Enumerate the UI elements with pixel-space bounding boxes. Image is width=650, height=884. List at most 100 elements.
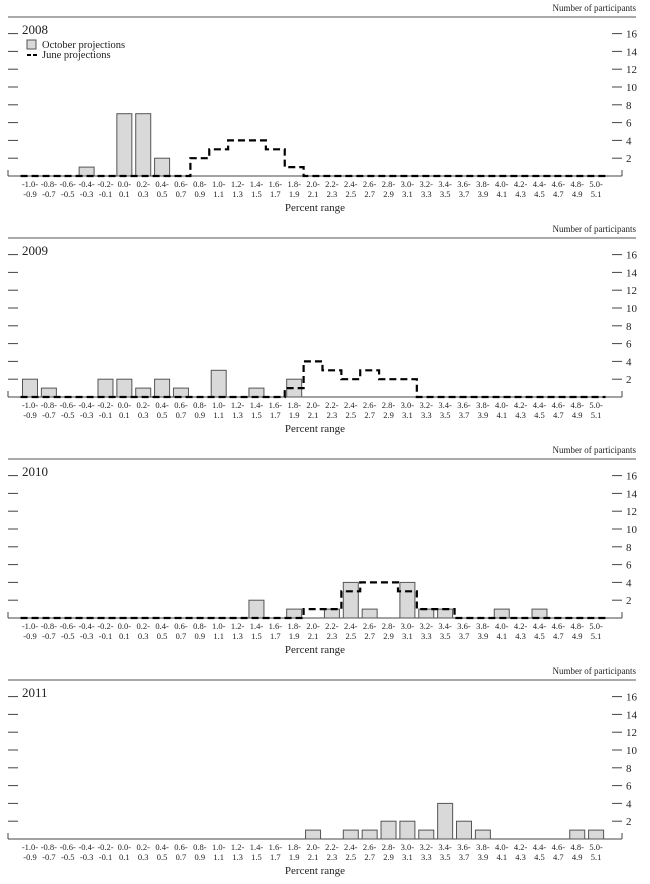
x-tick-label-line1: 1.8- <box>287 621 301 631</box>
x-tick-label-line2: 0.1 <box>119 852 130 862</box>
x-tick-label-line2: 3.5 <box>440 189 451 199</box>
x-tick-label-line1: -0.6- <box>60 400 76 410</box>
chart-panel-2008: Number of participants2008246810121416-1… <box>0 0 650 221</box>
x-tick-label-line1: 4.2- <box>514 400 528 410</box>
bar-3.4-3.5 <box>438 609 453 618</box>
x-tick-label-line2: 4.1 <box>496 410 507 420</box>
x-tick-label-line2: 0.5 <box>157 852 168 862</box>
x-tick-label: 2.8-2.9 <box>382 842 396 862</box>
x-tick-label: -0.4--0.3 <box>78 842 94 862</box>
x-tick-label: 2.4-2.5 <box>344 842 358 862</box>
bar-3.2-3.3 <box>419 609 434 618</box>
x-tick-label-line2: 1.1 <box>213 189 224 199</box>
x-tick-label-line2: 0.7 <box>176 189 187 199</box>
panel-title: 2008 <box>22 22 48 37</box>
x-tick-label-line1: 2.2- <box>325 621 339 631</box>
x-tick-label: 1.8-1.9 <box>287 179 301 199</box>
y-tick-label: 12 <box>626 727 637 739</box>
x-tick-label-line1: 0.4- <box>155 400 169 410</box>
x-tick-label: -0.4--0.3 <box>78 179 94 199</box>
x-tick-label-line2: 0.7 <box>176 852 187 862</box>
x-tick-label: 1.6-1.7 <box>269 179 283 199</box>
x-tick-label-line2: 3.7 <box>459 852 470 862</box>
x-tick-label: 3.8-3.9 <box>476 842 490 862</box>
bar-2.0-2.1 <box>306 830 321 839</box>
bar-2.2-2.3 <box>324 609 339 618</box>
x-tick-label-line2: 4.1 <box>496 189 507 199</box>
bar-3.0-3.1 <box>400 821 415 839</box>
x-tick-label: 0.4-0.5 <box>155 621 169 641</box>
x-tick-label-line2: 2.3 <box>327 852 338 862</box>
x-tick-label: -0.4--0.3 <box>78 621 94 641</box>
x-tick-label-line1: 1.4- <box>250 400 264 410</box>
x-tick-label-line2: 4.9 <box>572 852 583 862</box>
x-axis-label: Percent range <box>285 202 345 214</box>
x-tick-label-line2: 2.7 <box>364 852 375 862</box>
x-tick-label: 2.2-2.3 <box>325 621 339 641</box>
x-tick-label-line1: 0.2- <box>136 842 150 852</box>
bar-3.6-3.7 <box>457 821 472 839</box>
y-tick-label: 8 <box>626 763 632 775</box>
x-tick-label-line2: -0.5 <box>61 631 74 641</box>
x-tick-label: 5.0-5.1 <box>589 621 603 641</box>
x-tick-label: 2.8-2.9 <box>382 621 396 641</box>
x-tick-label-line2: 0.5 <box>157 189 168 199</box>
x-tick-label-line2: 4.7 <box>553 852 564 862</box>
panel-title: 2010 <box>22 464 48 479</box>
x-tick-label-line1: 2.2- <box>325 179 339 189</box>
x-tick-label: -0.2--0.1 <box>97 842 113 862</box>
x-tick-label: 2.0-2.1 <box>306 842 320 862</box>
x-tick-label: 3.6-3.7 <box>457 400 471 420</box>
x-tick-label: 5.0-5.1 <box>589 842 603 862</box>
x-tick-label: 0.0-0.1 <box>118 179 132 199</box>
x-tick-label-line2: 1.1 <box>213 631 224 641</box>
x-tick-label-line2: 3.3 <box>421 631 432 641</box>
x-tick-label: 0.4-0.5 <box>155 842 169 862</box>
x-tick-label-line2: -0.5 <box>61 410 74 420</box>
x-tick-label: 2.2-2.3 <box>325 179 339 199</box>
x-tick-label-line2: 0.3 <box>138 852 149 862</box>
x-tick-label-line2: 0.5 <box>157 631 168 641</box>
x-tick-label-line1: 0.4- <box>155 842 169 852</box>
x-tick-label-line1: 4.8- <box>570 179 584 189</box>
bar-2.8-2.9 <box>381 821 396 839</box>
x-tick-label: 0.8-0.9 <box>193 400 207 420</box>
y-tick-label: 2 <box>626 153 632 165</box>
x-tick-label-line2: 2.1 <box>308 631 319 641</box>
x-tick-label-line2: 1.1 <box>213 410 224 420</box>
x-tick-label-line1: 2.4- <box>344 621 358 631</box>
x-tick-label-line1: 4.2- <box>514 621 528 631</box>
x-tick-label-line1: -1.0- <box>22 179 38 189</box>
x-tick-label-line2: -0.3 <box>80 852 93 862</box>
x-tick-label: 3.4-3.5 <box>438 400 452 420</box>
x-tick-label-line1: 3.0- <box>401 842 415 852</box>
x-tick-label: -1.0--0.9 <box>22 842 38 862</box>
bar-0.4-0.5 <box>155 379 170 397</box>
x-tick-label: 4.4-4.5 <box>533 842 547 862</box>
x-tick-label-line1: -0.4- <box>78 179 94 189</box>
x-tick-label-line2: 3.7 <box>459 189 470 199</box>
x-tick-label: 1.4-1.5 <box>250 400 264 420</box>
x-tick-label-line1: 2.0- <box>306 400 320 410</box>
x-tick-label-line2: 0.5 <box>157 410 168 420</box>
x-tick-label-line1: 3.6- <box>457 621 471 631</box>
x-tick-label: 0.0-0.1 <box>118 842 132 862</box>
x-tick-label: 3.0-3.1 <box>401 621 415 641</box>
x-tick-label-line1: 4.4- <box>533 400 547 410</box>
x-tick-label-line2: 2.7 <box>364 631 375 641</box>
x-tick-label-line1: 3.4- <box>438 179 452 189</box>
y-tick-label: 16 <box>626 471 638 483</box>
x-tick-label-line2: -0.5 <box>61 852 74 862</box>
bar-3.4-3.5 <box>438 803 453 839</box>
x-tick-label: 1.4-1.5 <box>250 842 264 862</box>
x-tick-label-line2: 3.7 <box>459 410 470 420</box>
y-tick-label: 16 <box>626 29 638 41</box>
bar-0.0-0.1 <box>117 379 132 397</box>
x-tick-label: 2.4-2.5 <box>344 179 358 199</box>
bar-0.2-0.3 <box>136 388 151 397</box>
x-tick-label-line1: -0.6- <box>60 621 76 631</box>
x-tick-label: 3.8-3.9 <box>476 621 490 641</box>
x-tick-label-line2: 4.7 <box>553 631 564 641</box>
x-tick-label-line2: 1.9 <box>289 189 300 199</box>
x-tick-label: -0.6--0.5 <box>60 179 76 199</box>
